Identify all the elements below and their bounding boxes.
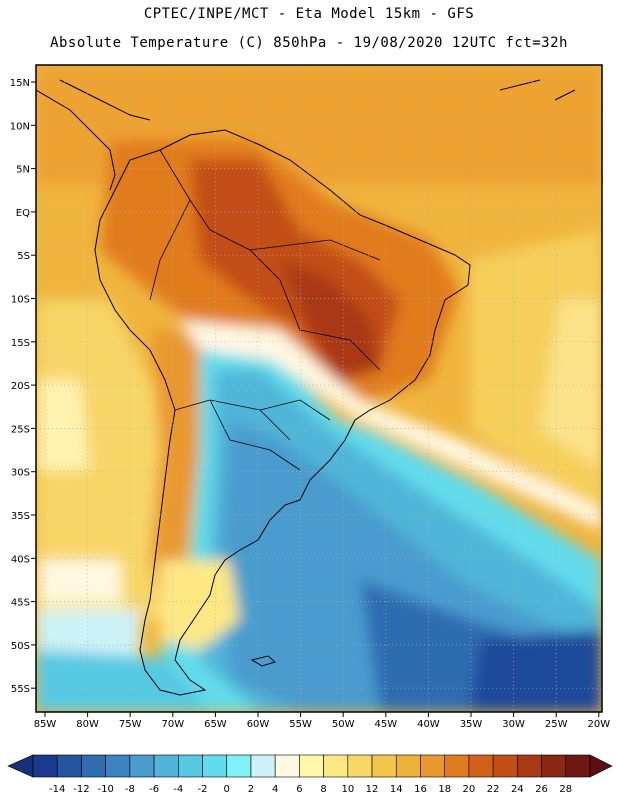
colorbar-swatch [468,754,494,778]
colorbar-label: -6 [149,784,159,795]
colorbar-label: 24 [511,784,524,795]
colorbar-label: 20 [463,784,476,795]
lat-tick-label: 10S [11,295,30,306]
falkland-islands [250,655,277,667]
colorbar-under-arrow [7,754,34,778]
colorbar-swatch [56,754,82,778]
colorbar-swatch [541,754,567,778]
colorbar-label: 8 [320,784,326,795]
central-america-coastline [36,79,151,191]
lon-tick-label: 80W [76,719,99,730]
colorbar-swatch [105,754,131,778]
colorbar-label: 4 [272,784,278,795]
lon-tick-label: 65W [204,719,227,730]
temperature-field [36,65,602,712]
lat-tick-label: 40S [11,554,30,565]
lon-tick-label: 85W [34,719,57,730]
lon-tick-label: 50W [332,719,355,730]
colorbar-swatch [178,754,203,778]
colorbar-swatch [323,754,349,778]
map-frame [35,64,603,713]
lat-tick-label: 25S [11,424,30,435]
colorbar-swatch [299,754,324,778]
colorbar-label: -4 [173,784,183,795]
colorbar-label: 6 [296,784,302,795]
colorbar-label: 0 [224,784,230,795]
lat-tick-label: 5N [16,165,30,176]
colorbar-label: -8 [125,784,135,795]
colorbar-label: 2 [248,784,254,795]
lon-tick-label: 70W [161,719,184,730]
colorbar-swatch [32,754,58,778]
colorbar-swatch [129,754,155,778]
colorbar-swatch [444,754,470,778]
lat-tick-label: 55S [11,684,30,695]
colorbar-label: -12 [73,784,89,795]
lat-tick-label: 50S [11,641,30,652]
lon-tick-label: 35W [460,719,483,730]
caribbean-islands [499,79,576,101]
colorbar-swatch [492,754,518,778]
lat-tick-label: EQ [16,208,30,219]
colorbar-swatch [226,754,252,778]
lon-tick-label: 75W [119,719,142,730]
colorbar-label: -14 [49,784,65,795]
lat-tick-label: 30S [11,468,30,479]
lon-tick-label: 40W [417,719,440,730]
map-subtitle: Absolute Temperature (C) 850hPa - 19/08/… [50,35,568,51]
colorbar-label: -2 [198,784,208,795]
south-america-coastline [94,129,471,696]
lat-tick-label: 20S [11,381,30,392]
lat-tick-label: 35S [11,511,30,522]
lon-tick-label: 45W [374,719,397,730]
colorbar-swatch [202,754,228,778]
lat-tick-label: 15N [10,78,30,89]
lon-tick-label: 30W [502,719,525,730]
lon-tick-label: 55W [289,719,312,730]
colorbar-label: 28 [559,784,572,795]
colorbar-label: -10 [97,784,113,795]
colorbar-label: 22 [487,784,500,795]
coastline-layer [36,79,576,696]
colorbar-swatch [250,754,276,778]
colorbar-swatch [420,754,445,778]
colorbar-label: 10 [341,784,354,795]
lat-tick-label: 45S [11,598,30,609]
lon-tick-label: 60W [247,719,270,730]
colorbar-swatch [274,754,300,778]
colorbar-swatch [517,754,542,778]
colorbar-label: 26 [535,784,548,795]
lon-tick-label: 25W [545,719,568,730]
colorbar-swatch [153,754,179,778]
lat-tick-label: 10N [10,121,30,132]
colorbar-over-arrow [589,754,613,778]
colorbar-swatch [565,754,591,778]
colorbar-swatch [395,754,421,778]
colorbar-label: 18 [438,784,451,795]
lat-tick-label: 5S [17,251,30,262]
map-title: CPTEC/INPE/MCT - Eta Model 15km - GFS [143,6,475,22]
colorbar: -14 -12 -10 -8 -6 -4 -2 0 2 4 6 8 10 12 14 16 18 20 22 24 26… [7,754,613,795]
country-borders [149,149,381,471]
colorbar-swatch [371,754,397,778]
colorbar-label: 16 [414,784,427,795]
colorbar-swatch [81,754,106,778]
colorbar-swatch [347,754,373,778]
lon-tick-label: 20W [587,719,610,730]
colorbar-label: 12 [366,784,379,795]
colorbar-label: 14 [390,784,403,795]
lat-tick-label: 15S [11,338,30,349]
latitude-axis: 15N 10N 5N EQ 5S 10S 15S 20S 25S 30S 35S 40S 45S 50S 5… [10,78,36,695]
longitude-axis: 85W 80W 75W 70W 65W 60W 55W 50W 45W 40W 35W 30W 25W 2… [34,712,610,730]
